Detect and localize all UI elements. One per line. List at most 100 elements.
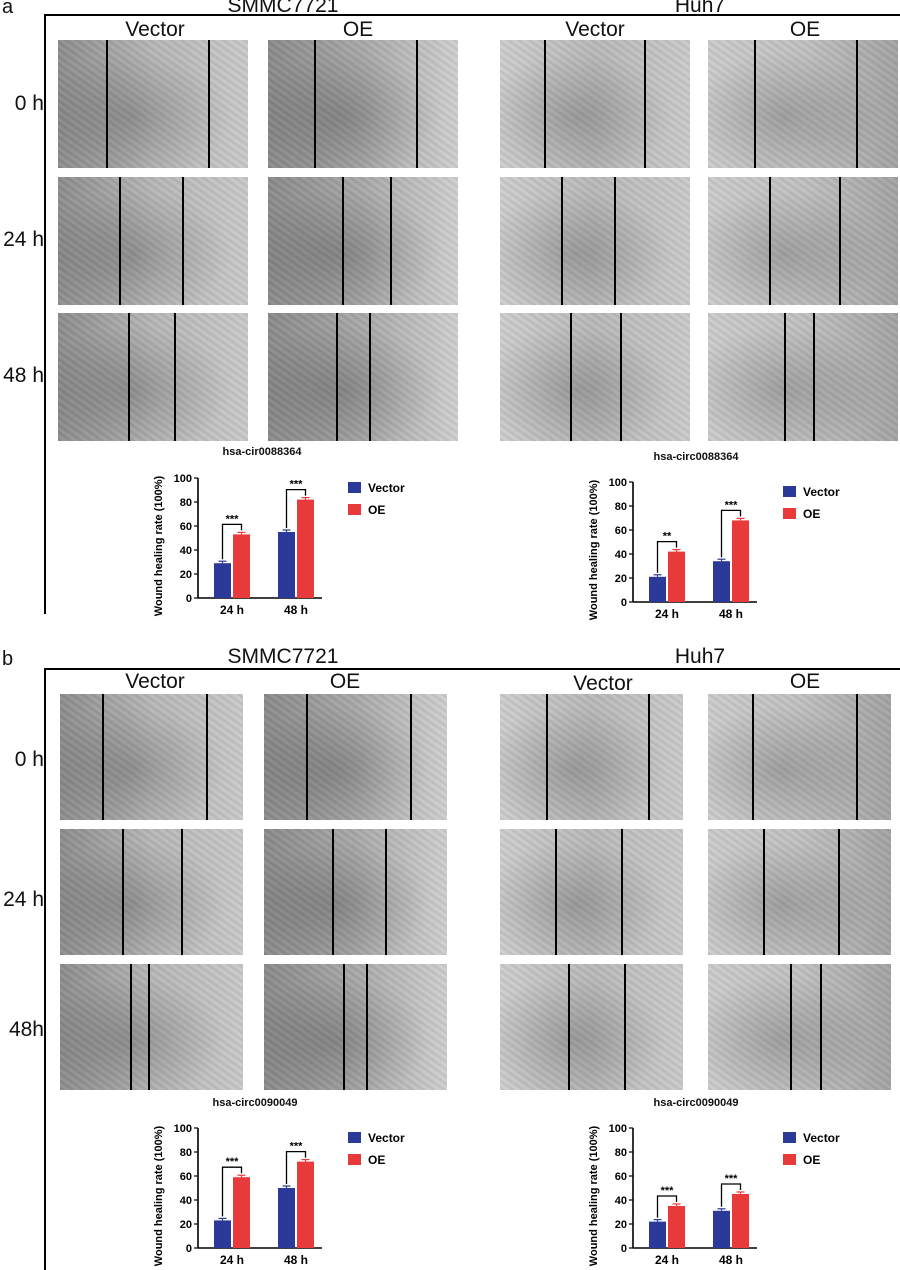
chart-a-smmc7721: Wound healing rate (100%) 0 20 40 60 80 100 ***… <box>153 473 405 617</box>
y-tick-label: 0 <box>621 1243 627 1255</box>
micrograph <box>708 177 898 305</box>
panel-a-subtitle-2: hsa-circ0088364 <box>653 451 739 463</box>
wound-edge-line <box>813 313 815 441</box>
panel-a-row-0h: 0 h <box>14 92 44 115</box>
y-tick-label: 60 <box>180 1171 192 1183</box>
y-tick-label: 80 <box>180 1147 192 1159</box>
micrograph <box>708 40 898 168</box>
micrograph <box>264 964 447 1090</box>
wound-edge-line <box>555 829 557 955</box>
panel-a-col-vector-1: Vector <box>125 18 185 41</box>
bar-vector <box>278 532 295 598</box>
wound-edge-line <box>790 964 792 1090</box>
y-tick-label: 100 <box>609 477 627 489</box>
y-tick-label: 40 <box>180 545 192 557</box>
panel-a-line-huh7: Huh7 <box>674 0 726 17</box>
wound-edge-line <box>122 829 124 955</box>
legend-swatch-oe <box>783 508 796 519</box>
bar-oe <box>233 1177 250 1248</box>
y-tick-label: 80 <box>615 501 627 513</box>
y-tick-label: 20 <box>180 1219 192 1231</box>
y-tick-label: 60 <box>615 1171 627 1183</box>
wound-edge-line <box>208 40 210 168</box>
legend-swatch-oe <box>348 1154 361 1165</box>
panel-a-row-24h: 24 h <box>3 228 44 251</box>
panel-b-top-line <box>44 668 900 670</box>
y-tick-label: 0 <box>621 597 627 609</box>
wound-edge-line <box>570 313 572 441</box>
wound-edge-line <box>390 177 392 305</box>
significance-label: *** <box>661 1185 675 1197</box>
significance-bracket <box>720 509 742 558</box>
y-tick-label: 20 <box>615 573 627 585</box>
micrograph <box>708 829 891 955</box>
panel-a-top-line <box>44 14 900 16</box>
micrograph <box>500 694 683 820</box>
legend-label-vector: Vector <box>368 481 405 495</box>
chart-a-huh7: Wound healing rate (100%) 0 20 40 60 80 100 ** 2… <box>588 477 840 621</box>
bar-oe <box>297 499 314 598</box>
legend-swatch-vector <box>783 1132 796 1143</box>
wound-edge-line <box>306 694 308 820</box>
y-tick-label: 0 <box>186 593 192 605</box>
bar-vector <box>713 561 730 602</box>
wound-edge-line <box>568 964 570 1090</box>
wound-edge-line <box>856 40 858 168</box>
legend-label-oe: OE <box>803 507 820 521</box>
legend-label-oe: OE <box>368 1153 385 1167</box>
panel-a-line-smmc7721: SMMC7721 <box>227 0 339 17</box>
panel-a-subtitle-1: hsa-cir0088364 <box>222 446 302 458</box>
wound-edge-line <box>763 829 765 955</box>
y-tick-label: 0 <box>186 1243 192 1255</box>
panel-a-col-oe-1: OE <box>342 18 374 41</box>
micrograph <box>708 964 891 1090</box>
wound-edge-line <box>174 313 176 441</box>
y-axis-label: Wound healing rate (100%) <box>153 1125 165 1266</box>
legend-label-vector: Vector <box>368 1131 405 1145</box>
x-tick-label: 48 h <box>284 1253 308 1267</box>
bar-oe <box>233 534 250 598</box>
micrograph <box>708 313 898 441</box>
micrograph <box>268 313 458 441</box>
wound-edge-line <box>754 40 756 168</box>
micrograph <box>58 313 248 441</box>
wound-edge-line <box>644 40 646 168</box>
legend-label-oe: OE <box>803 1153 820 1167</box>
y-tick-label: 80 <box>180 497 192 509</box>
wound-edge-line <box>343 964 345 1090</box>
significance-label: *** <box>290 479 304 491</box>
legend-label-oe: OE <box>368 503 385 517</box>
significance-label: *** <box>725 499 739 511</box>
wound-edge-line <box>181 829 183 955</box>
legend-swatch-vector <box>348 482 361 493</box>
y-tick-label: 60 <box>615 525 627 537</box>
panel-b-line-smmc7721: SMMC7721 <box>227 645 339 668</box>
bar-oe <box>732 520 749 602</box>
micrograph <box>58 177 248 305</box>
panel-b-col-vector-2: Vector <box>573 672 633 695</box>
wound-edge-line <box>119 177 121 305</box>
panel-a-frame-line <box>44 14 46 614</box>
wound-edge-line <box>102 694 104 820</box>
y-tick-label: 60 <box>180 521 192 533</box>
bar-oe <box>668 551 685 602</box>
wound-edge-line <box>206 694 208 820</box>
x-tick-label: 48 h <box>284 603 308 617</box>
panel-b-col-oe-1: OE <box>329 670 361 693</box>
x-tick-label: 48 h <box>719 1253 743 1267</box>
wound-edge-line <box>561 177 563 305</box>
panel-b-line-huh7: Huh7 <box>674 645 726 668</box>
panel-b-col-vector-1: Vector <box>125 670 185 693</box>
micrograph <box>708 694 891 820</box>
micrograph <box>60 829 243 955</box>
panel-b-frame-line <box>44 668 46 1270</box>
y-axis-label: Wound healing rate (100%) <box>588 1125 600 1266</box>
y-tick-label: 100 <box>609 1123 627 1135</box>
wound-edge-line <box>106 40 108 168</box>
wound-edge-line <box>624 964 626 1090</box>
legend-label-vector: Vector <box>803 1131 840 1145</box>
panel-b-subtitle-2: hsa-circ0090049 <box>653 1097 739 1109</box>
wound-edge-line <box>620 313 622 441</box>
wound-edge-line <box>410 694 412 820</box>
bar-vector <box>649 576 666 602</box>
